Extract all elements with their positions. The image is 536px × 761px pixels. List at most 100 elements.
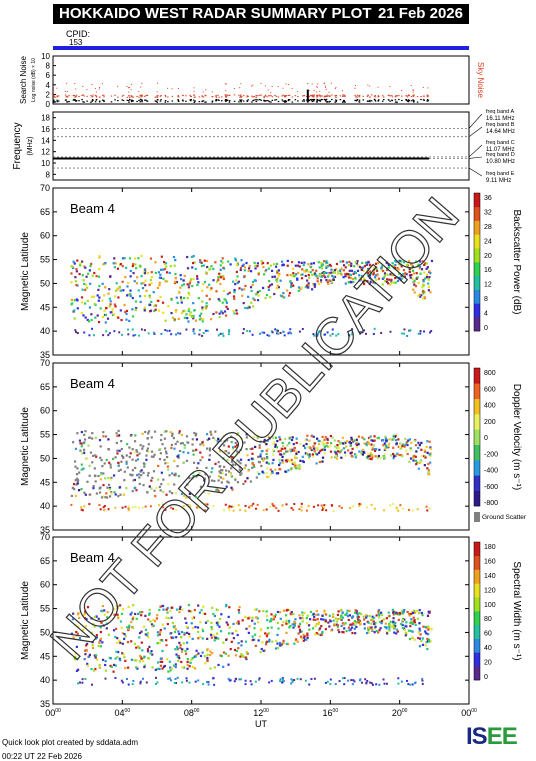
scatter-cell [175,653,178,656]
scatter-cell [404,631,407,635]
scatter-cell [257,294,260,297]
scatter-cell [326,680,329,683]
noise-point [177,100,180,102]
noise-point [68,95,70,97]
scatter-cell [427,282,430,285]
scatter-cell [248,506,251,509]
scatter-cell [204,503,207,506]
noise-point [233,88,235,90]
scatter-cell [262,265,265,269]
scatter-cell [427,628,430,631]
noise-point [157,82,159,84]
noise-point [377,99,380,101]
scatter-cell [166,607,169,610]
scatter-cell [124,659,127,662]
scatter-cell [135,282,139,285]
scatter-cell [395,628,398,631]
scatter-cell [326,275,330,278]
scatter-cell [266,475,269,479]
scatter-cell [170,312,173,315]
scatter-cell [191,471,195,475]
colorbar-segment [474,666,480,681]
scatter-cell [146,447,149,450]
scatter-cell [98,504,101,507]
scatter-cell [383,509,386,512]
scatter-cell [321,632,324,635]
scatter-cell [301,460,305,463]
scatter-cell [276,270,279,273]
scatter-cell [124,310,127,314]
scatter-cell [318,460,322,464]
scatter-cell [397,677,400,680]
noise-point [316,100,318,102]
scatter-cell [104,677,107,680]
scatter-cell [430,628,433,631]
scatter-cell [398,453,401,457]
scatter-cell [319,279,323,282]
scatter-cell [272,448,275,451]
scatter-cell [389,504,392,507]
scatter-cell [206,286,209,289]
scatter-cell [227,445,230,448]
scatter-cell [281,505,284,508]
scatter-cell [340,624,343,628]
scatter-cell [429,446,432,449]
scatter-cell [320,633,323,636]
lat-tick-label: 45 [40,651,50,661]
scatter-cell [328,273,331,276]
scatter-cell [316,280,319,283]
scatter-cell [395,453,398,457]
scatter-cell [418,622,421,625]
noise-point [270,95,272,97]
scatter-cell [340,273,343,276]
scatter-cell [262,459,265,462]
scatter-cell [192,330,195,333]
scatter-cell [347,276,351,279]
colorbar-segment [474,638,480,653]
scatter-cell [256,617,259,620]
scatter-cell [367,267,370,271]
scatter-cell [302,264,305,267]
scatter-cell [105,458,108,462]
scatter-cell [366,271,370,274]
scatter-cell [254,608,257,611]
scatter-cell [426,637,429,641]
scatter-cell [88,655,91,658]
colorbar-tick-label: 400 [484,403,496,410]
scatter-cell [423,297,426,300]
scatter-cell [235,312,239,315]
noise-point [81,98,83,101]
scatter-cell [197,679,200,682]
scatter-cell [195,275,199,278]
noise-point [275,95,278,97]
scatter-cell [367,631,370,634]
noise-point [56,99,58,101]
scatter-cell [282,642,285,645]
scatter-cell [408,438,412,441]
noise-point [377,95,380,97]
scatter-cell [131,328,134,331]
scatter-cell [288,331,291,334]
scatter-cell [157,478,160,481]
noise-point [128,87,130,89]
scatter-cell [109,463,112,466]
scatter-cell [90,668,93,671]
scatter-cell [153,430,157,433]
scatter-cell [131,506,134,509]
scatter-cell [99,639,102,642]
scatter-cell [194,655,197,658]
scatter-cell [86,480,89,483]
scatter-cell [336,625,339,628]
scatter-cell [413,439,416,442]
scatter-cell [397,682,400,685]
scatter-cell [401,623,404,627]
scatter-cell [334,451,337,454]
scatter-cell [362,269,365,272]
scatter-cell [427,470,430,473]
scatter-cell [403,328,406,331]
scatter-cell [379,620,382,624]
noise-point [413,100,415,102]
scatter-cell [200,609,203,612]
scatter-cell [267,475,270,478]
scatter-cell [254,680,257,683]
